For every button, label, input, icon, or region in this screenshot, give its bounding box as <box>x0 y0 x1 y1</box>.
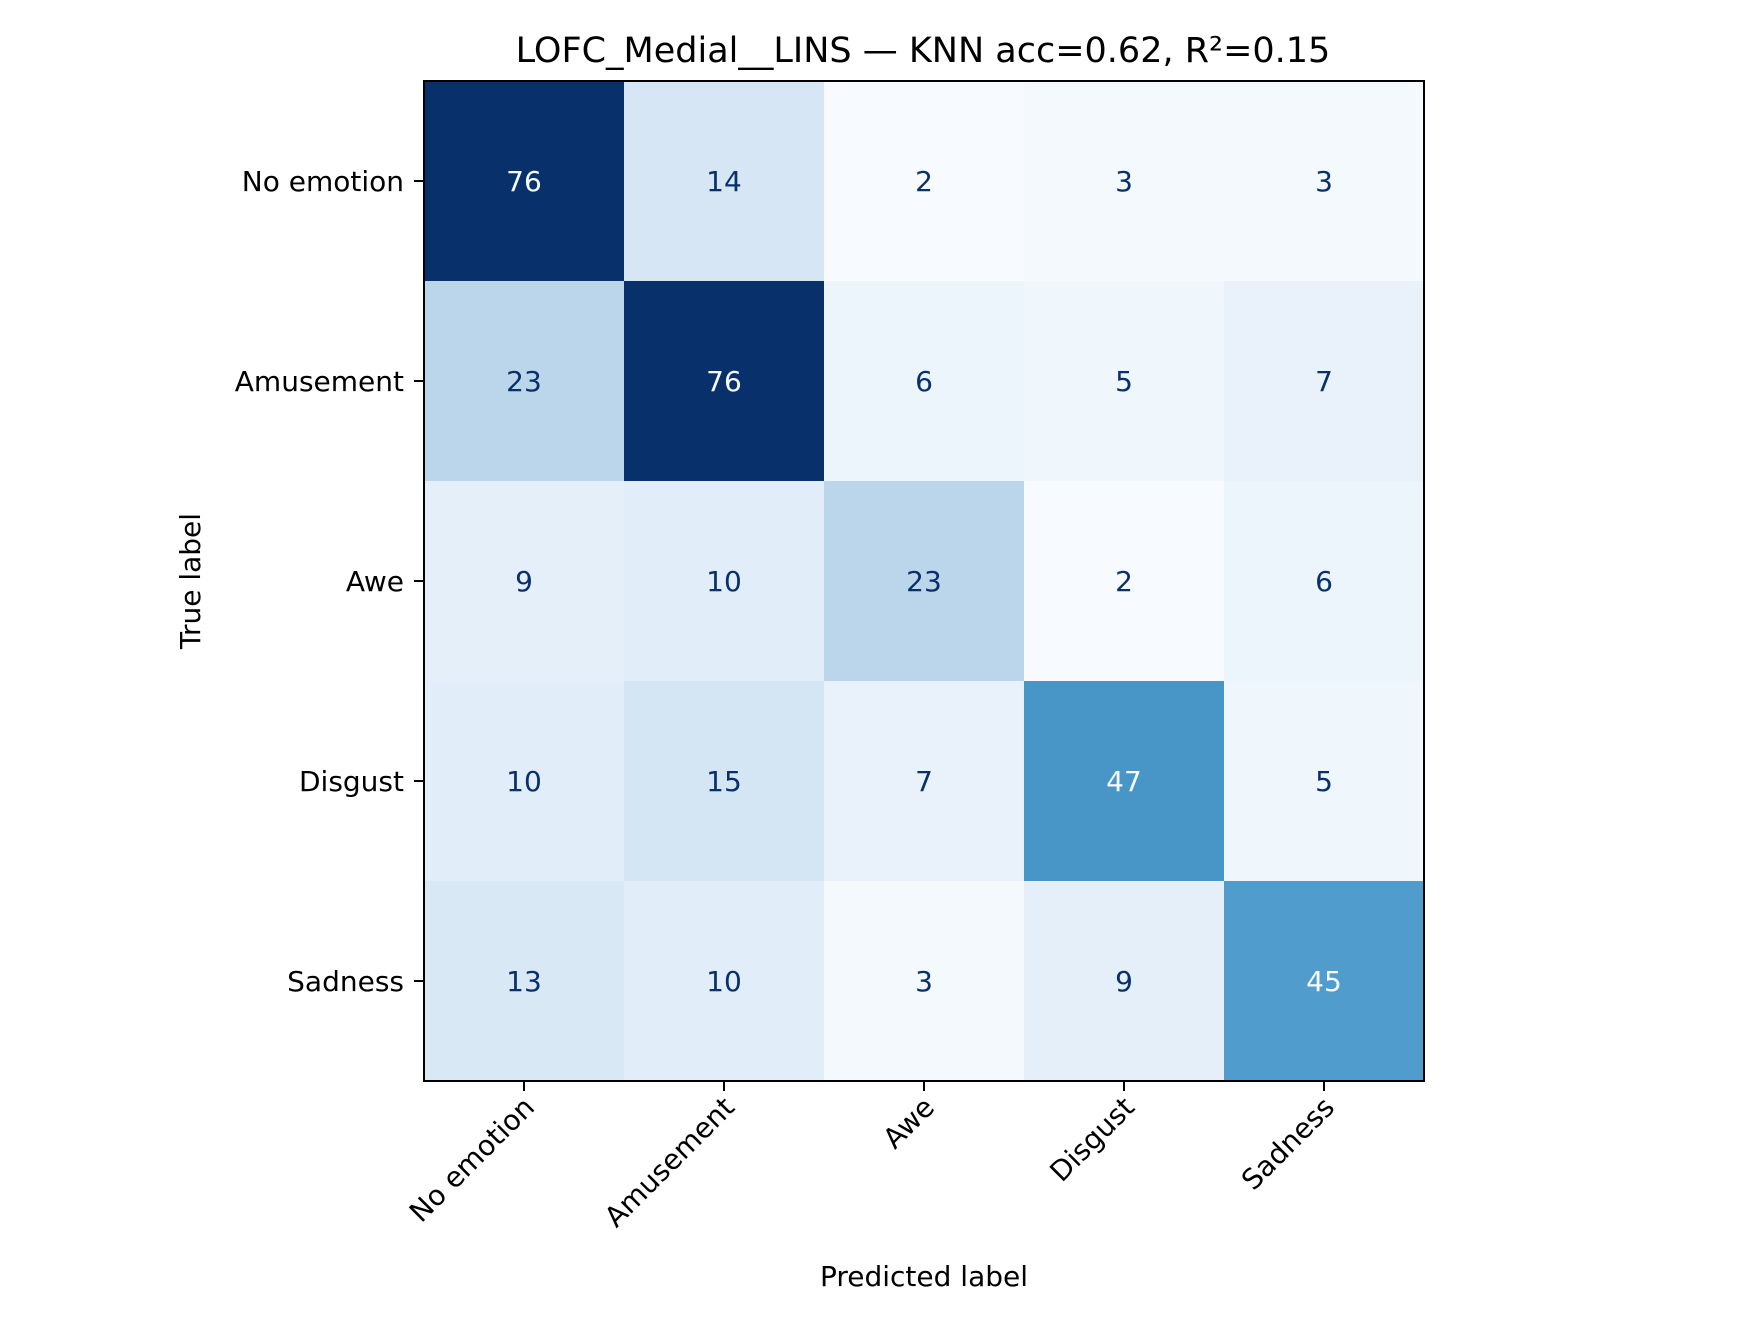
heatmap-cells <box>424 81 1425 1082</box>
heatmap-cell-amusement-sadness <box>1224 281 1425 482</box>
cell-value-sadness-awe: 3 <box>915 965 933 998</box>
cell-value-sadness-sadness: 45 <box>1306 965 1342 998</box>
cell-value-labels: 76 14 2 3 323 76 6 5 79 10 23 2 610 15 7 47 513 10 3 9 45 <box>506 165 1342 998</box>
y-tick-label-awe: Awe <box>346 565 404 598</box>
heatmap-cell-sadness-sadness <box>1224 881 1425 1082</box>
heatmap-cell-sadness-amusement <box>624 881 825 1082</box>
cell-value-sadness-disgust: 9 <box>1115 965 1133 998</box>
x-tick-label-sadness: Sadness <box>1235 1091 1341 1197</box>
cell-value-disgust-amusement: 15 <box>706 765 742 798</box>
heatmap-cell-sadness-disgust <box>1024 881 1225 1082</box>
heatmap-cell-disgust-amusement <box>624 681 825 882</box>
heatmap-cell-disgust-disgust <box>1024 681 1225 882</box>
cell-value-sadness-no-emotion: 13 <box>506 965 542 998</box>
heatmap-cell-awe-amusement <box>624 481 825 682</box>
cell-value-amusement-sadness: 7 <box>1315 365 1333 398</box>
y-axis-label: True label <box>174 513 207 650</box>
cell-value-awe-awe: 23 <box>906 565 942 598</box>
y-tick-label-sadness: Sadness <box>287 965 404 998</box>
cell-value-awe-disgust: 2 <box>1115 565 1133 598</box>
heatmap-cell-sadness-awe <box>824 881 1025 1082</box>
heatmap-cell-disgust-awe <box>824 681 1025 882</box>
cell-value-awe-amusement: 10 <box>706 565 742 598</box>
cell-value-no-emotion-disgust: 3 <box>1115 165 1133 198</box>
chart-title: LOFC_Medial__LINS — KNN acc=0.62, R²=0.1… <box>516 31 1331 71</box>
heatmap-cell-awe-no-emotion <box>424 481 625 682</box>
cell-value-awe-no-emotion: 9 <box>515 565 533 598</box>
heatmap-cell-no-emotion-amusement <box>624 81 825 282</box>
cell-value-disgust-no-emotion: 10 <box>506 765 542 798</box>
cell-value-no-emotion-no-emotion: 76 <box>506 165 542 198</box>
x-axis-ticks: No emotion Amusement Awe Disgust Sadness <box>403 1081 1341 1234</box>
cell-value-disgust-awe: 7 <box>915 765 933 798</box>
cell-value-no-emotion-sadness: 3 <box>1315 165 1333 198</box>
y-tick-label-no-emotion: No emotion <box>242 165 404 198</box>
cell-value-amusement-no-emotion: 23 <box>506 365 542 398</box>
heatmap-cell-awe-disgust <box>1024 481 1225 682</box>
y-tick-label-disgust: Disgust <box>299 765 404 798</box>
cell-value-sadness-amusement: 10 <box>706 965 742 998</box>
heatmap-cell-no-emotion-no-emotion <box>424 81 625 282</box>
heatmap-cell-amusement-awe <box>824 281 1025 482</box>
cell-value-disgust-disgust: 47 <box>1106 765 1142 798</box>
x-axis-label: Predicted label <box>820 1260 1028 1293</box>
x-tick-label-disgust: Disgust <box>1043 1091 1141 1189</box>
heatmap-cell-awe-sadness <box>1224 481 1425 682</box>
y-axis-ticks: No emotion Amusement Awe Disgust Sadness <box>235 165 424 998</box>
cell-value-amusement-amusement: 76 <box>706 365 742 398</box>
heatmap-cell-disgust-sadness <box>1224 681 1425 882</box>
heatmap-cell-no-emotion-disgust <box>1024 81 1225 282</box>
heatmap-cell-amusement-no-emotion <box>424 281 625 482</box>
y-tick-label-amusement: Amusement <box>235 365 404 398</box>
heatmap-cell-awe-awe <box>824 481 1025 682</box>
x-tick-label-awe: Awe <box>876 1091 940 1155</box>
cell-value-no-emotion-awe: 2 <box>915 165 933 198</box>
heatmap-cell-sadness-no-emotion <box>424 881 625 1082</box>
cell-value-awe-sadness: 6 <box>1315 565 1333 598</box>
cell-value-no-emotion-amusement: 14 <box>706 165 742 198</box>
cell-value-disgust-sadness: 5 <box>1315 765 1333 798</box>
heatmap-cell-amusement-amusement <box>624 281 825 482</box>
heatmap-cell-no-emotion-sadness <box>1224 81 1425 282</box>
cell-value-amusement-awe: 6 <box>915 365 933 398</box>
heatmap-cell-amusement-disgust <box>1024 281 1225 482</box>
x-tick-label-amusement: Amusement <box>598 1091 741 1234</box>
heatmap-cell-disgust-no-emotion <box>424 681 625 882</box>
heatmap-cell-no-emotion-awe <box>824 81 1025 282</box>
cell-value-amusement-disgust: 5 <box>1115 365 1133 398</box>
x-tick-label-no-emotion: No emotion <box>403 1091 541 1229</box>
